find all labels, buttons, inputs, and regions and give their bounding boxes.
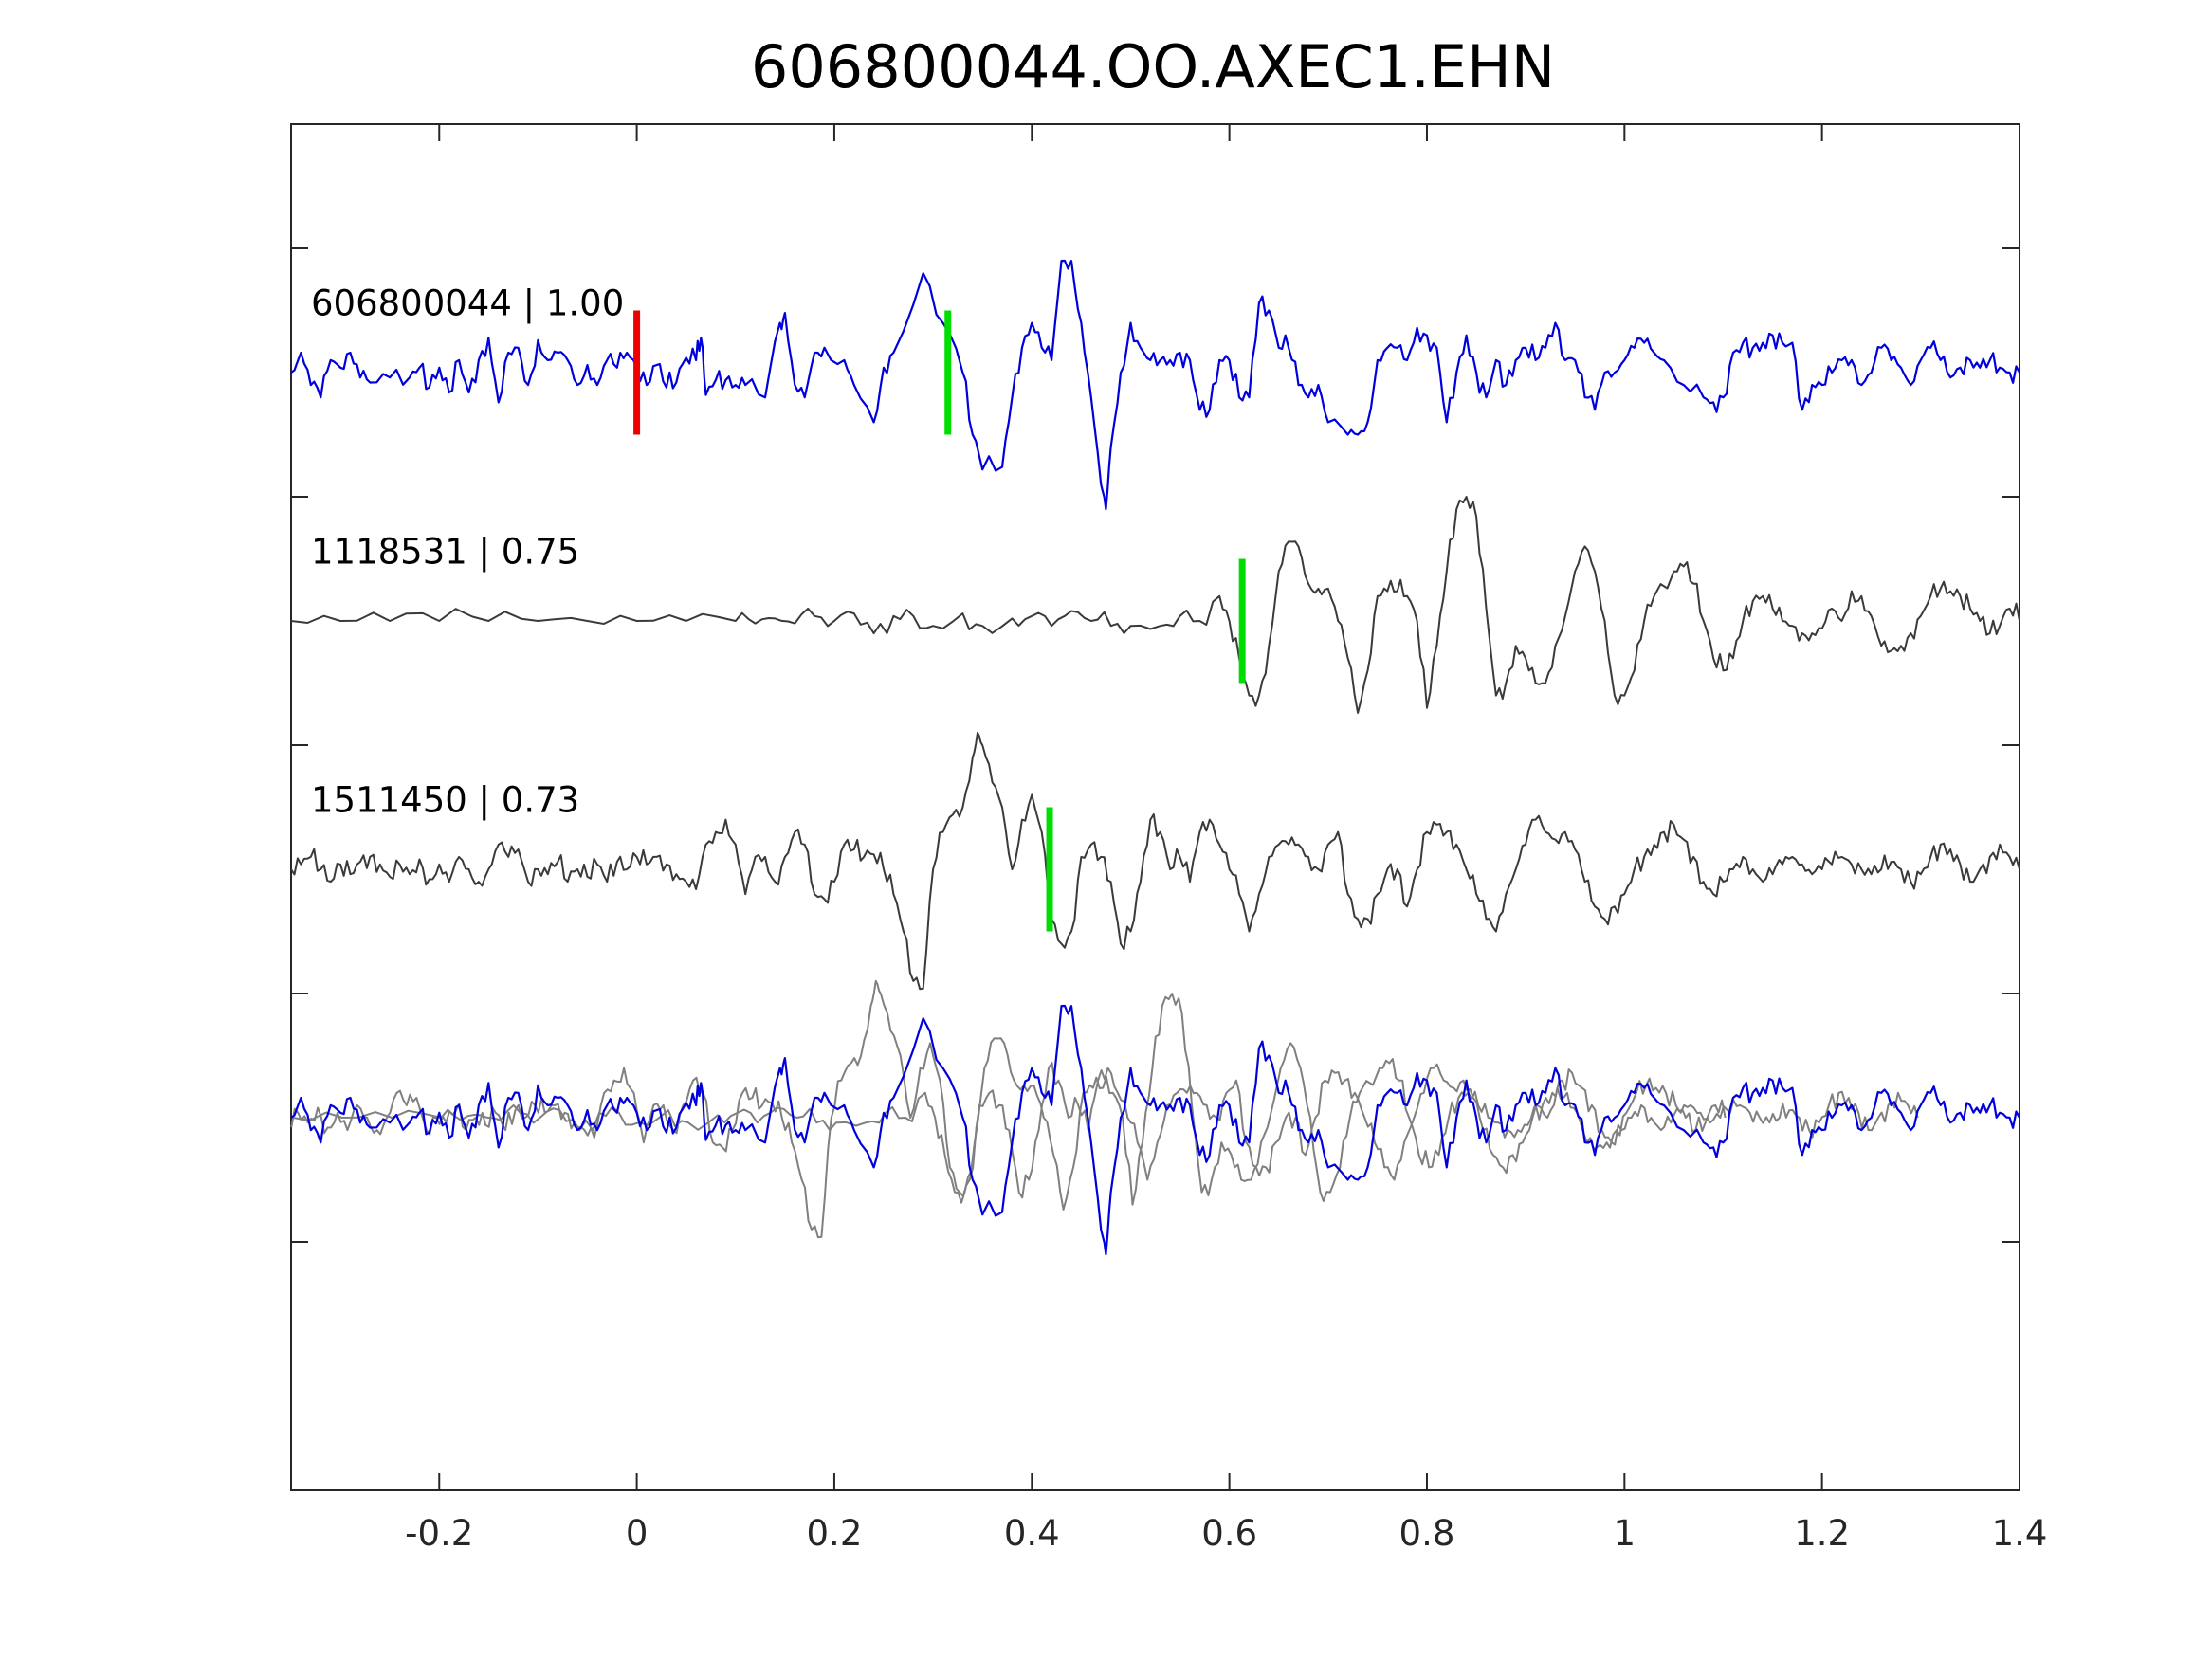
- overlay-trace-0: [290, 1004, 2020, 1256]
- x-tick-label: 1.2: [1794, 1513, 1850, 1554]
- waveform-traces: [290, 259, 2020, 991]
- x-tick-label: 0.4: [1004, 1513, 1060, 1554]
- overlay-trace-2: [290, 979, 1919, 1239]
- axis-ticks: [291, 124, 2020, 1490]
- phase-picks: [633, 310, 1246, 932]
- plot-area-frame: [290, 123, 2020, 1491]
- trace-2-label: 1511450 | 0.73: [311, 780, 579, 821]
- overlay-traces: [290, 979, 2020, 1256]
- x-tick-label: -0.2: [405, 1513, 473, 1554]
- x-tick-label: 0.6: [1201, 1513, 1257, 1554]
- trace-1-label: 1118531 | 0.75: [311, 532, 579, 573]
- x-tick-label: 0.8: [1399, 1513, 1455, 1554]
- x-tick-label: 1.4: [1992, 1513, 2048, 1554]
- x-tick-label: 1: [1614, 1513, 1636, 1554]
- x-tick-labels: -0.2 0 0.2 0.4 0.6 0.8 1 1.2 1.4: [405, 1513, 2047, 1554]
- trace-0-waveform: [290, 259, 2020, 511]
- trace-0-label: 606800044 | 1.00: [311, 283, 624, 324]
- chart-title: 606800044.OO.AXEC1.EHN: [751, 32, 1555, 101]
- trace-labels: 606800044 | 1.00 1118531 | 0.75 1511450 | …: [311, 283, 624, 821]
- trace-1-waveform: [290, 496, 2020, 714]
- trace-2-waveform: [290, 731, 2020, 991]
- overlay-trace-1: [292, 993, 1727, 1211]
- x-tick-label: 0: [626, 1513, 649, 1554]
- x-tick-label: 0.2: [807, 1513, 863, 1554]
